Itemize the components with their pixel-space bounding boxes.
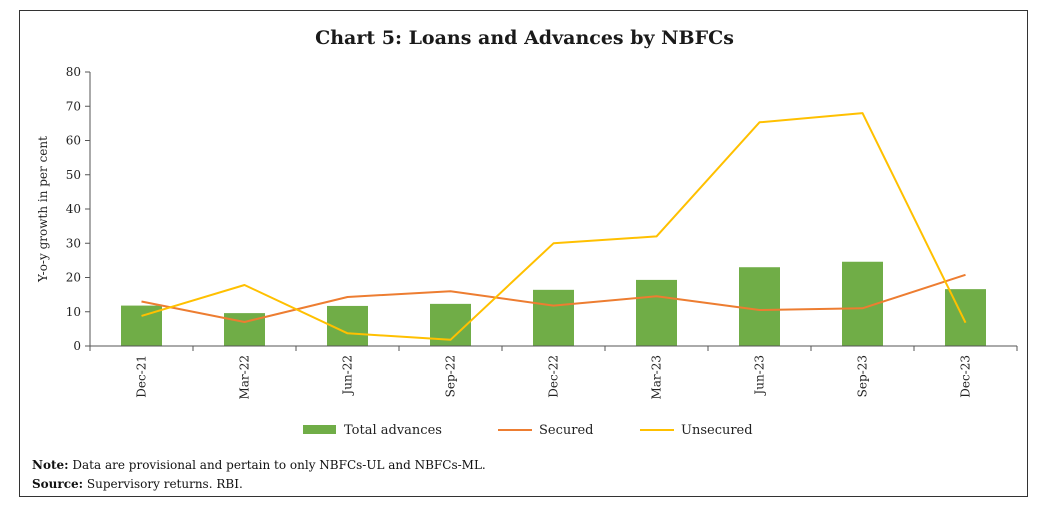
y-tick-label: 80 [66,65,81,79]
x-tick-label: Sep-22 [444,355,458,397]
x-tick-label: Mar-22 [238,355,252,400]
y-tick-label: 50 [66,168,81,182]
x-tick-label: Sep-23 [856,355,870,397]
legend-label-secured: Secured [539,423,593,438]
bar-total-advances [533,289,574,346]
x-tick-label: Dec-22 [547,355,561,398]
legend-label-unsecured: Unsecured [681,423,753,438]
note-text: Data are provisional and pertain to only… [68,458,486,472]
bar-total-advances [739,267,780,346]
chart-canvas: 0 10 20 30 40 50 60 70 80 Y-o-y growth in per cen… [36,65,1018,438]
bar-total-advances [636,279,677,346]
y-tick-label: 30 [66,236,81,250]
note-line: Note: Data are provisional and pertain t… [32,458,486,472]
source-label: Source: [32,477,84,491]
x-tick-label: Jun-23 [753,355,767,397]
legend-label-total-advances: Total advances [344,423,442,438]
y-tick-label: 60 [66,134,81,148]
line-unsecured [141,112,967,341]
chart-title: Chart 5: Loans and Advances by NBFCs [315,27,734,49]
y-tick-label: 20 [66,271,81,285]
note-label: Note: [32,458,69,472]
x-tick-label: Mar-23 [650,355,664,400]
y-tick-label: 70 [66,99,81,113]
bar-total-advances [945,289,986,346]
x-tick-label: Dec-21 [135,355,149,398]
y-tick-label: 40 [66,202,81,216]
y-tick-label: 0 [73,339,81,353]
chart-frame: Chart 5: Loans and Advances by NBFCs 0 10… [19,10,1028,497]
x-tick-label: Jun-22 [341,355,355,397]
source-text: Supervisory returns. RBI. [83,477,243,491]
y-axis-title: Y-o-y growth in per cent [36,136,50,283]
line-secured [141,273,966,323]
source-line: Source: Supervisory returns. RBI. [32,477,243,491]
y-tick-label: 10 [66,305,81,319]
x-tick-label: Dec-23 [959,355,973,398]
legend-swatch-total-advances [303,425,336,434]
